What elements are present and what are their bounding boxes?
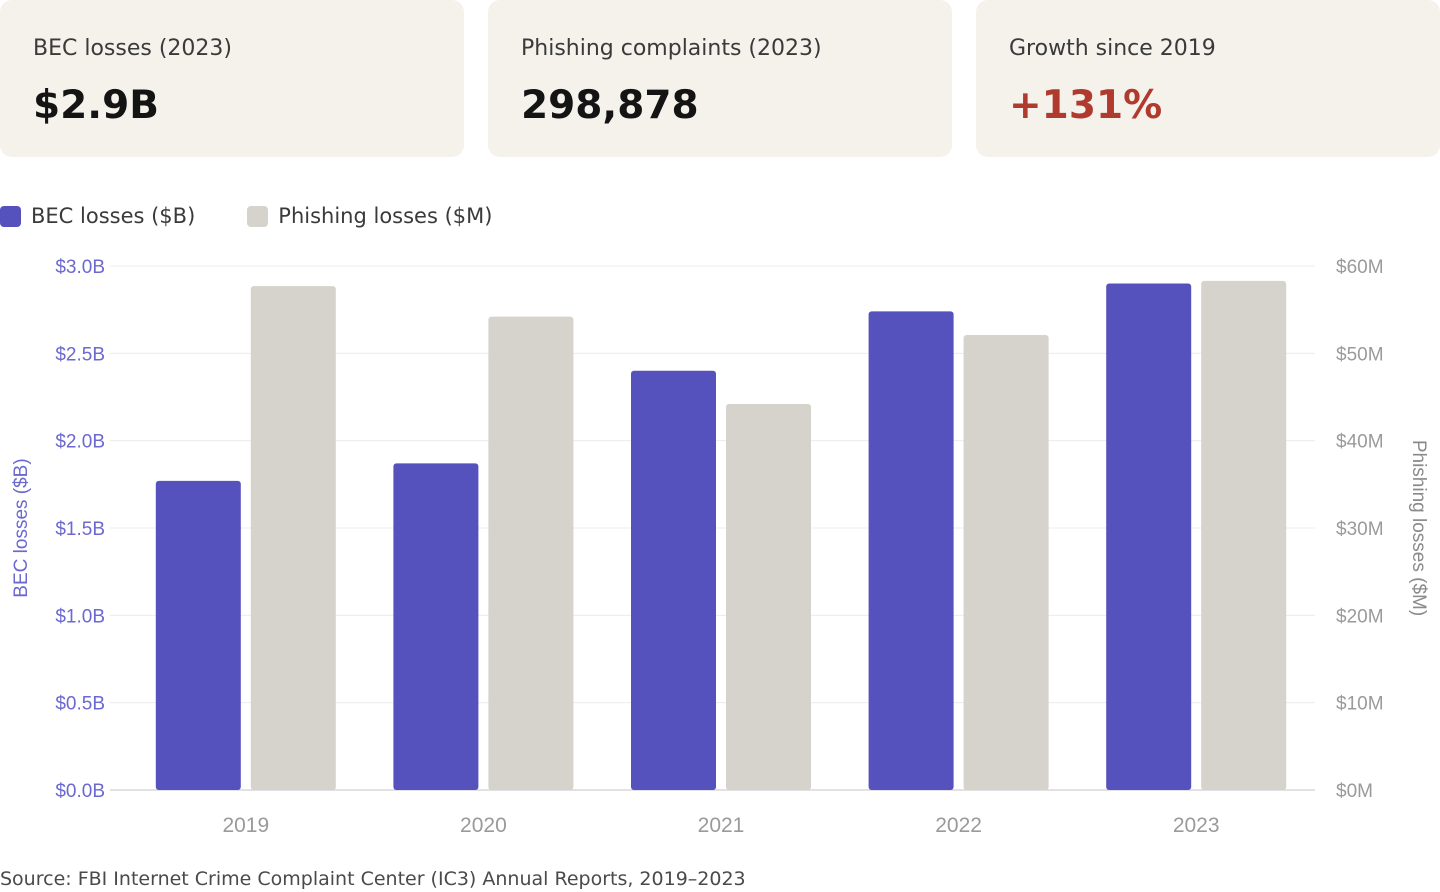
bar-chart: $0.0B $0M $0.5B $10M $1.0B $20M $1.5B $30M $2.0B… [0, 240, 1440, 850]
kpi-card-bec-losses: BEC losses (2023) $2.9B [0, 0, 464, 157]
x-tick-label: 2023 [1173, 814, 1220, 837]
y-tick-label-left: $0.5B [55, 694, 105, 715]
x-tick-label: 2021 [698, 814, 745, 837]
bar-phishing-2020 [488, 316, 574, 790]
y-tick-label-right: $60M [1336, 257, 1384, 278]
y-tick-label-left: $2.0B [55, 432, 105, 453]
x-tick-label: 2020 [460, 814, 507, 837]
bar-bec-2020 [393, 463, 479, 790]
chart-legend: BEC losses ($B) Phishing losses ($M) [0, 200, 544, 232]
kpi-value-growth: +131% [1009, 83, 1163, 128]
y-tick-label-right: $40M [1336, 432, 1384, 453]
y-tick-label-right: $30M [1336, 519, 1384, 540]
x-tick-label: 2019 [222, 814, 269, 837]
y-tick-label-left: $3.0B [55, 257, 105, 278]
source-note: Source: FBI Internet Crime Complaint Cen… [0, 868, 746, 890]
kpi-value: 298,878 [521, 83, 699, 128]
kpi-value: $2.9B [33, 83, 159, 128]
y-tick-label-left: $1.5B [55, 519, 105, 540]
bar-bec-2021 [631, 370, 716, 790]
y-axis-title-right: Phishing losses ($M) [1408, 440, 1429, 616]
chart-svg: $0.0B $0M $0.5B $10M $1.0B $20M $1.5B $30M $2.0B… [11, 257, 1429, 837]
y-tick-label-left: $0.0B [55, 781, 105, 802]
legend-label-bec: BEC losses ($B) [31, 204, 196, 228]
legend-item-bec[interactable]: BEC losses ($B) [0, 204, 195, 228]
y-tick-label-left: $2.5B [55, 344, 105, 365]
bar-phishing-2023 [1201, 280, 1287, 790]
y-tick-label-right: $10M [1336, 694, 1384, 715]
kpi-label: Phishing complaints (2023) [521, 36, 822, 61]
bar-bec-2019 [155, 480, 241, 790]
kpi-card-phishing-complaints: Phishing complaints (2023) 298,878 [488, 0, 952, 157]
legend-label-phishing: Phishing losses ($M) [278, 204, 493, 228]
kpi-card-growth: Growth since 2019 +131% [976, 0, 1440, 157]
bar-phishing-2021 [726, 403, 811, 790]
legend-item-phishing[interactable]: Phishing losses ($M) [247, 204, 492, 228]
y-tick-label-left: $1.0B [55, 606, 105, 627]
y-axis-title-left: BEC losses ($B) [11, 458, 32, 597]
y-tick-label-right: $20M [1336, 606, 1384, 627]
kpi-row: BEC losses (2023) $2.9B Phishing complai… [0, 0, 1440, 157]
bar-bec-2023 [1106, 283, 1192, 790]
x-tick-label: 2022 [935, 814, 982, 837]
bar-phishing-2019 [250, 286, 336, 790]
kpi-label: Growth since 2019 [1009, 36, 1216, 61]
bar-bec-2022 [868, 311, 954, 790]
y-tick-label-right: $0M [1336, 781, 1373, 802]
legend-swatch-bec [0, 205, 21, 227]
legend-swatch-phishing [247, 205, 269, 227]
y-tick-label-right: $50M [1336, 344, 1384, 365]
bar-phishing-2022 [963, 334, 1049, 790]
kpi-label: BEC losses (2023) [33, 36, 232, 61]
